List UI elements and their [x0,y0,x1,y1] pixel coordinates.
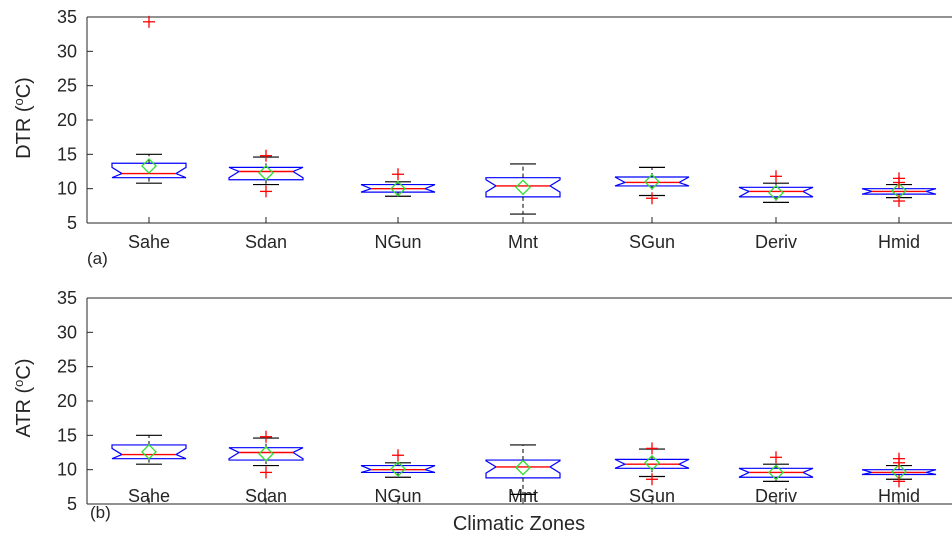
mean-marker [644,173,660,190]
x-tick-label: Deriv [755,232,797,252]
x-tick-label: Sdan [245,232,287,252]
y-tick-label: 15 [57,144,77,164]
x-tick-label: Hmid [878,486,920,506]
panel-a-dtr-boxplot: 5 10 15 20 25 30 35 Sahe Sdan NGun Mnt SGun Deriv Hmi… [11,7,952,268]
mean-marker [768,184,784,201]
y-axis-label-unit: C) [13,358,35,379]
x-tick-label: Mnt [508,486,538,506]
y-tick-label: 15 [57,425,77,445]
y-tick-label: 5 [67,494,77,514]
mean-marker [258,445,274,462]
box-sahe [111,444,187,460]
y-tick-label: 20 [57,110,77,130]
y-axis-label-text: DTR ( [13,105,35,159]
mean-marker [390,461,406,477]
x-tick-label: SGun [629,232,675,252]
box-sdan [228,447,304,461]
x-tick-label: Hmid [878,232,920,252]
mean-marker [390,180,406,197]
mean-marker [768,464,784,481]
y-tick-label: 30 [57,41,77,61]
y-tick-label: 10 [57,179,77,199]
y-tick-label: 10 [57,460,77,480]
y-axis-label-superscript: o [11,380,26,387]
box-mnt [485,177,561,198]
mean-marker [141,443,157,460]
mean-marker [258,164,274,181]
x-tick-label: Sahe [128,232,170,252]
y-tick-label: 30 [57,322,77,342]
mean-marker [644,454,660,471]
y-axis-label: ATR (oC) [11,358,36,437]
y-axis-label-superscript: o [11,98,26,105]
box-sahe [111,162,187,179]
box-sgun [614,176,690,187]
x-tick-label: Deriv [755,486,797,506]
mean-marker [515,179,531,196]
x-tick-label: Sdan [245,486,287,506]
y-tick-label: 5 [67,213,77,233]
x-tick-label: NGun [374,232,421,252]
x-axis-label: Climatic Zones [453,513,585,535]
x-tick-label: NGun [374,486,421,506]
x-tick-label: Sahe [128,486,170,506]
panel-b-atr-boxplot: 5 10 15 20 25 30 35 Sahe Sdan NGun Mnt SGun Deriv Hmi… [11,288,952,535]
box-mnt [485,459,561,479]
y-axis-label-unit: C) [13,77,35,98]
y-tick-label: 35 [57,7,77,27]
x-tick-label: Mnt [508,232,538,252]
y-tick-label: 35 [57,288,77,308]
y-axis-label-text: ATR ( [13,386,35,437]
mean-marker [141,158,157,174]
box-sdan [228,166,304,181]
mean-marker [515,459,531,476]
panel-label: (b) [90,503,111,522]
y-tick-label: 25 [57,76,77,96]
y-axis-label: DTR (oC) [11,77,36,159]
panel-label: (a) [87,249,108,268]
y-tick-label: 20 [57,391,77,411]
x-tick-label: SGun [629,486,675,506]
y-tick-label: 25 [57,357,77,377]
